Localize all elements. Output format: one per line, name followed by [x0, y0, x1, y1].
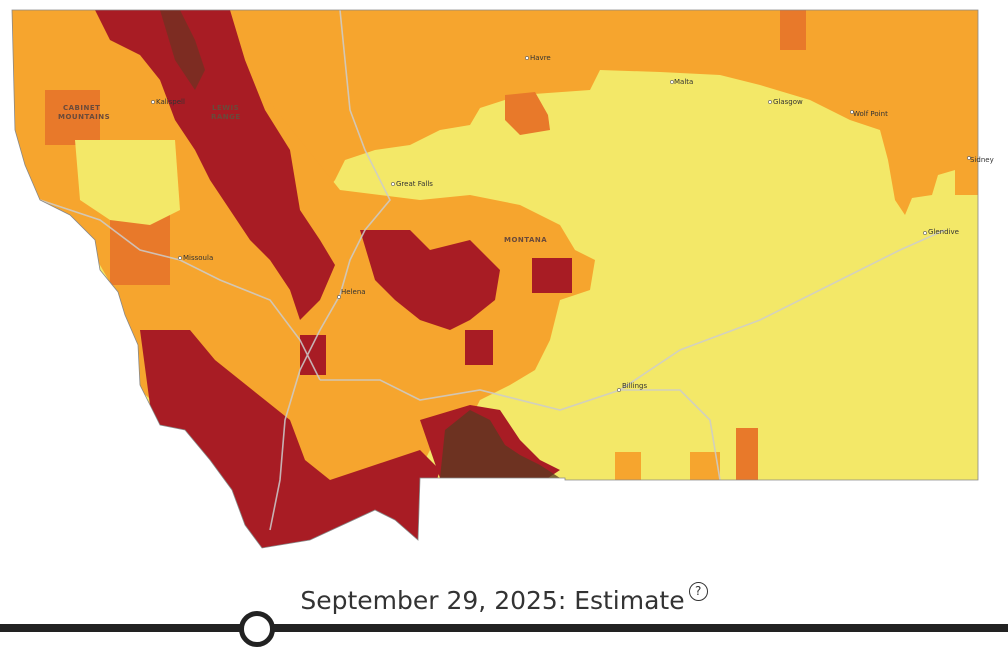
region-label-lewis-1: LEWIS [212, 104, 239, 112]
city-dot-wolf-point [850, 110, 854, 114]
city-dot-billings [617, 388, 621, 392]
city-dot-glasgow [768, 100, 772, 104]
timeline-slider-track[interactable] [0, 624, 1008, 632]
high-zone-havre [505, 92, 550, 135]
low-zone-east-strip [958, 210, 978, 260]
city-dot-malta [670, 80, 674, 84]
high-zone-west-1 [45, 90, 100, 145]
city-dot-great-falls [391, 182, 395, 186]
timeline-date-label: September 29, 2025: Estimate [300, 585, 685, 615]
timeline-slider-handle[interactable] [239, 611, 275, 647]
city-dot-havre [525, 56, 529, 60]
moderate-zone-se-1 [615, 452, 641, 480]
severe-zone-spot-3 [300, 335, 326, 375]
city-label-missoula: Missoula [183, 254, 213, 262]
city-dot-glendive [923, 231, 927, 235]
severe-zone-rocky-front [95, 10, 335, 320]
city-dot-kalispell [151, 100, 155, 104]
rock-texture-1 [440, 410, 560, 478]
city-label-sidney: Sidney [970, 156, 994, 164]
question-circle-icon[interactable]: ? [688, 581, 708, 601]
region-label-cabinet-1: CABINET [63, 104, 100, 112]
region-label-lewis-2: RANGE [211, 113, 241, 121]
city-label-billings: Billings [622, 382, 647, 390]
severe-zone-spot-2 [465, 330, 493, 365]
rock-texture-2 [160, 10, 205, 90]
drought-map: Kalispell Missoula Helena Great Falls Ha… [11, 9, 994, 549]
city-label-kalispell: Kalispell [156, 98, 185, 106]
region-label-cabinet-2: MOUNTAINS [58, 113, 110, 121]
city-label-havre: Havre [530, 54, 551, 62]
drought-layer [12, 10, 978, 548]
city-label-wolf-point: Wolf Point [853, 110, 888, 118]
city-dot-missoula [178, 256, 182, 260]
moderate-zone-north [12, 10, 978, 215]
city-label-glasgow: Glasgow [773, 98, 803, 106]
region-label-montana: MONTANA [504, 236, 547, 244]
high-zone-se-3 [736, 428, 758, 480]
severe-zone-spot [532, 258, 572, 293]
city-markers: Kalispell Missoula Helena Great Falls Ha… [151, 54, 994, 392]
city-label-malta: Malta [674, 78, 693, 86]
severe-zone-central [360, 230, 500, 330]
city-label-helena: Helena [341, 288, 366, 296]
city-label-great-falls: Great Falls [396, 180, 433, 188]
city-label-glendive: Glendive [928, 228, 959, 236]
region-labels: CABINET MOUNTAINS LEWIS RANGE MONTANA [58, 104, 547, 244]
city-dot-helena [337, 295, 341, 299]
high-zone-ne [780, 10, 806, 50]
low-zone-flathead [75, 140, 180, 225]
montana-outline [11, 9, 979, 549]
severe-zone-southwest [140, 330, 440, 548]
moderate-zone-se-2 [690, 452, 720, 480]
city-dot-sidney [967, 156, 971, 160]
timeline-date-caption: September 29, 2025: Estimate ? [0, 580, 1008, 620]
